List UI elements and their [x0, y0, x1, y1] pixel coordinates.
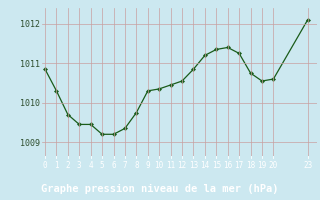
Text: 7: 7 [123, 161, 127, 170]
Text: 14: 14 [200, 161, 210, 170]
Text: 6: 6 [111, 161, 116, 170]
Text: 20: 20 [269, 161, 278, 170]
Text: 19: 19 [257, 161, 267, 170]
Text: 17: 17 [235, 161, 244, 170]
Text: 23: 23 [303, 161, 312, 170]
Text: 4: 4 [88, 161, 93, 170]
Text: 3: 3 [77, 161, 82, 170]
Text: 11: 11 [166, 161, 175, 170]
Text: 12: 12 [177, 161, 187, 170]
Text: 15: 15 [212, 161, 221, 170]
Text: 9: 9 [146, 161, 150, 170]
Text: 1: 1 [54, 161, 59, 170]
Text: 13: 13 [189, 161, 198, 170]
Text: 18: 18 [246, 161, 255, 170]
Text: 0: 0 [43, 161, 47, 170]
Text: 5: 5 [100, 161, 104, 170]
Text: 8: 8 [134, 161, 139, 170]
Text: 10: 10 [155, 161, 164, 170]
Text: 16: 16 [223, 161, 232, 170]
Text: 2: 2 [66, 161, 70, 170]
Text: Graphe pression niveau de la mer (hPa): Graphe pression niveau de la mer (hPa) [41, 184, 279, 194]
